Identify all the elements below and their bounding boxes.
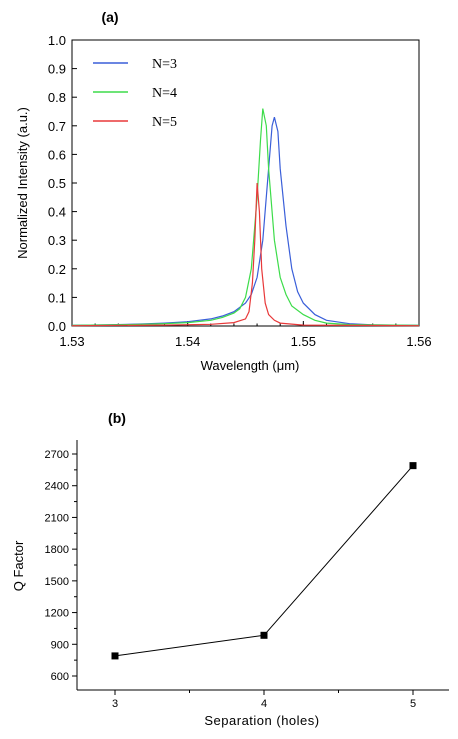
y-tick-label: 0.3 xyxy=(48,233,66,248)
chart-b-q-factor: 3 4 5 600 900 1200 1500 1800 2100 2400 2700 Separ… xyxy=(11,440,449,728)
y-tick-label: 0.8 xyxy=(48,90,66,105)
x-tick-label: 4 xyxy=(261,698,267,710)
q-factor-line xyxy=(114,465,414,657)
chart-a-x-axis-label: Wavelength (μm) xyxy=(201,358,300,373)
chart-b-y-axis-label: Q Factor xyxy=(11,540,26,591)
chart-b-series xyxy=(111,462,417,660)
y-tick-label: 1500 xyxy=(45,576,69,588)
x-tick-label: 3 xyxy=(112,698,118,710)
y-tick-label: 0.6 xyxy=(48,147,66,162)
y-tick-label: 0.9 xyxy=(48,62,66,77)
y-tick-label: 2400 xyxy=(45,481,69,493)
series-line-N5 xyxy=(71,182,420,327)
legend-label: N=5 xyxy=(152,115,177,130)
chart-a-legend: N=3 N=4 N=5 xyxy=(93,57,177,130)
y-tick-label: 2700 xyxy=(45,449,69,461)
x-tick-label: 1.56 xyxy=(406,334,431,349)
chart-b-x-axis-label: Separation (holes) xyxy=(204,713,319,728)
y-tick-label: 1800 xyxy=(45,544,69,556)
x-tick-label: 5 xyxy=(410,698,416,710)
y-tick-label: 0.4 xyxy=(48,205,66,220)
series-line-N4 xyxy=(71,108,420,326)
y-tick-label: 900 xyxy=(51,639,69,651)
chart-b-y-ticks: 600 900 1200 1500 1800 2100 2400 2700 xyxy=(45,449,77,683)
chart-a-series xyxy=(71,108,420,327)
legend-label: N=3 xyxy=(152,57,177,72)
legend-label: N=4 xyxy=(152,86,177,101)
x-tick-label: 1.55 xyxy=(291,334,316,349)
y-tick-label: 0.0 xyxy=(48,319,66,334)
x-tick-label: 1.53 xyxy=(59,334,84,349)
q-factor-point xyxy=(260,631,268,639)
y-tick-label: 0.5 xyxy=(48,176,66,191)
y-tick-label: 1.0 xyxy=(48,33,66,48)
series-line-N3 xyxy=(71,117,420,326)
chart-a-y-axis-label: Normalized Intensity (a.u.) xyxy=(15,107,30,259)
chart-a-spectra: 1.53 1.54 1.55 1.56 0.00.10.20.30.40.50.60.… xyxy=(15,33,432,373)
x-tick-label: 1.54 xyxy=(175,334,200,349)
panel-label-a: (a) xyxy=(101,9,118,25)
chart-b-x-ticks: 3 4 5 xyxy=(112,690,416,710)
y-tick-label: 0.1 xyxy=(48,290,66,305)
q-factor-point xyxy=(409,462,417,470)
y-tick-label: 2100 xyxy=(45,512,69,524)
q-factor-point xyxy=(111,652,119,660)
y-tick-label: 0.2 xyxy=(48,262,66,277)
chart-a-plot-frame xyxy=(71,39,420,327)
chart-a-y-ticks: 0.0 0.1 0.2 0.3 0.4 0.5 0.6 0.7 0.8 0.9 1.0 xyxy=(48,33,77,334)
panel-label-b: (b) xyxy=(108,410,126,426)
y-tick-label: 600 xyxy=(51,671,69,683)
y-tick-label: 0.7 xyxy=(48,119,66,134)
y-tick-label: 1200 xyxy=(45,608,69,620)
